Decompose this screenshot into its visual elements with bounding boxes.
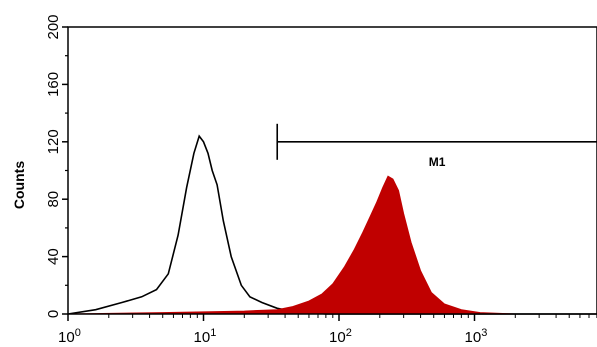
x-tick-base-3: 10 [465,329,482,346]
y-tick-label-0: 0 [45,310,62,318]
x-tick-label-1: 101 [194,327,217,346]
x-tick-base-0: 10 [58,329,75,346]
x-tick-base-2: 10 [329,329,346,346]
x-tick-exponent-3: 3 [481,327,487,339]
y-tick-label-1: 40 [45,248,62,265]
y-axis-title: Counts [11,161,27,209]
series-layer [67,134,597,315]
y-tick-label-5: 200 [45,14,62,39]
gate-label-0: M1 [429,155,446,169]
y-axis: 0 40 80 120 160 200 [45,14,68,318]
x-tick-exponent-2: 2 [346,327,352,339]
x-tick-exponent-1: 1 [210,327,216,339]
y-tick-label-2: 80 [45,191,62,208]
x-tick-label-2: 102 [329,327,352,346]
x-axis: 1001011021031 [58,314,597,346]
y-tick-label-3: 120 [45,129,62,154]
y-tick-label-4: 160 [45,72,62,97]
plot-frame [67,26,597,315]
x-tick-label-0: 100 [58,327,81,346]
x-tick-label-3: 103 [465,327,488,346]
series-1-filled-histogram [67,175,597,315]
gate-layer: M1 [276,123,597,169]
x-tick-exponent-0: 0 [75,327,81,339]
x-tick-base-1: 10 [194,329,211,346]
